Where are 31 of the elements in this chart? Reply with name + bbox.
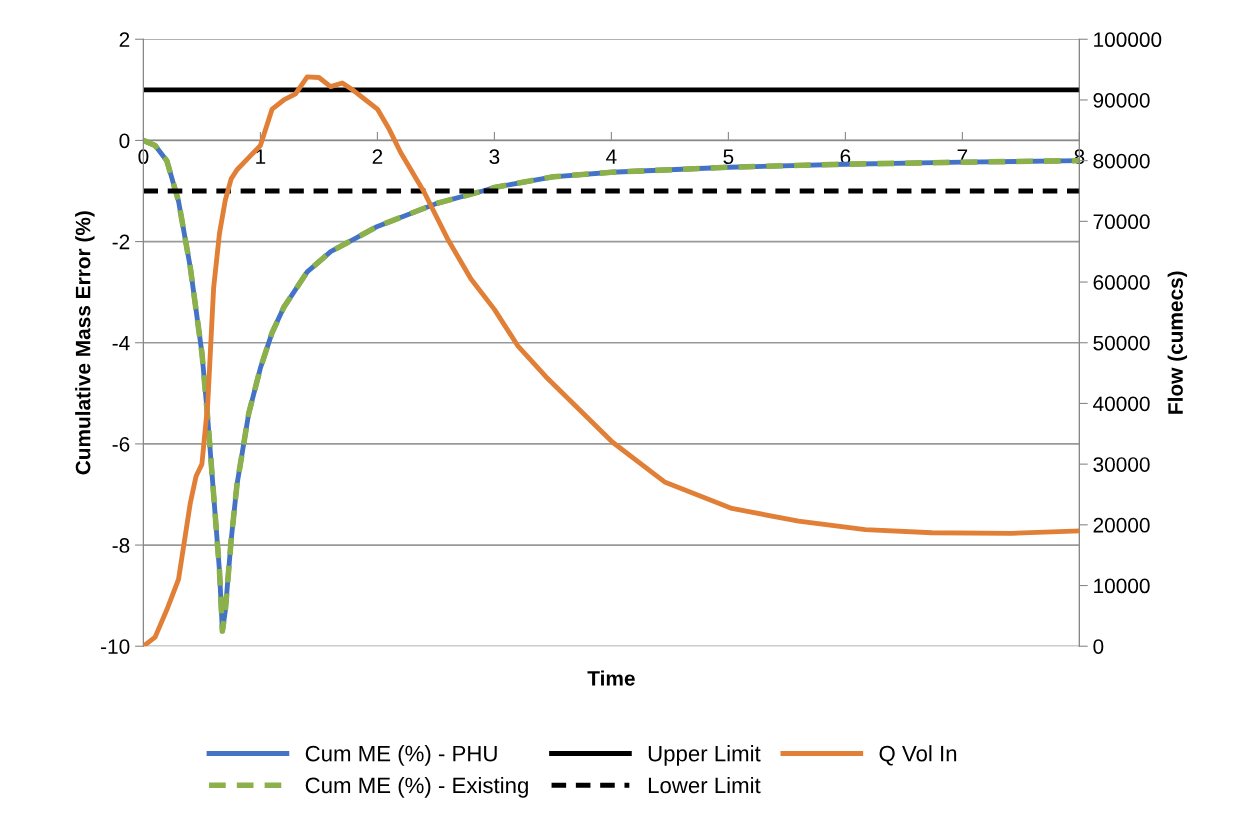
- y-axis-title: Cumulative Mass Error (%): [75, 211, 95, 475]
- x-tick-label: 5: [723, 149, 734, 165]
- x-tick-label: 3: [489, 149, 500, 165]
- x-tick-label: 1: [256, 149, 266, 164]
- y-tick-label: -4: [112, 335, 130, 351]
- y-tick-label: -8: [112, 538, 130, 553]
- y2-tick-label: 20000: [1093, 517, 1150, 533]
- y-tick-label: 0: [119, 133, 130, 149]
- y-tick-label: 2: [119, 32, 130, 47]
- y2-axis-title: Flow (cumecs): [1167, 271, 1188, 414]
- legend-label: Lower Limit: [648, 776, 761, 794]
- x-axis-title: Time: [587, 670, 635, 686]
- y2-tick-label: 80000: [1093, 153, 1150, 169]
- y2-tick-label: 30000: [1093, 457, 1150, 472]
- legend-label: Cum ME (%) - Existing: [305, 776, 528, 798]
- y2-tick-label: 70000: [1093, 214, 1150, 230]
- x-tick-label: 2: [372, 149, 383, 164]
- y2-tick-label: 10000: [1094, 578, 1150, 594]
- y2-tick-label: 40000: [1093, 396, 1150, 412]
- y2-tick-label: 50000: [1093, 335, 1150, 351]
- x-tick-label: 4: [606, 149, 617, 164]
- y-tick-label: -6: [112, 436, 130, 452]
- legend-label: Q Vol In: [879, 745, 957, 766]
- y2-tick-label: 100000: [1094, 32, 1162, 48]
- legend-label: Upper Limit: [648, 745, 761, 766]
- y2-tick-label: 90000: [1093, 92, 1150, 108]
- y2-tick-label: 60000: [1093, 275, 1150, 290]
- y2-tick-label: 0: [1093, 639, 1104, 654]
- legend-label: Cum ME (%) - PHU: [305, 745, 497, 766]
- y-tick-label: -10: [101, 639, 130, 654]
- y-tick-label: -2: [112, 234, 130, 250]
